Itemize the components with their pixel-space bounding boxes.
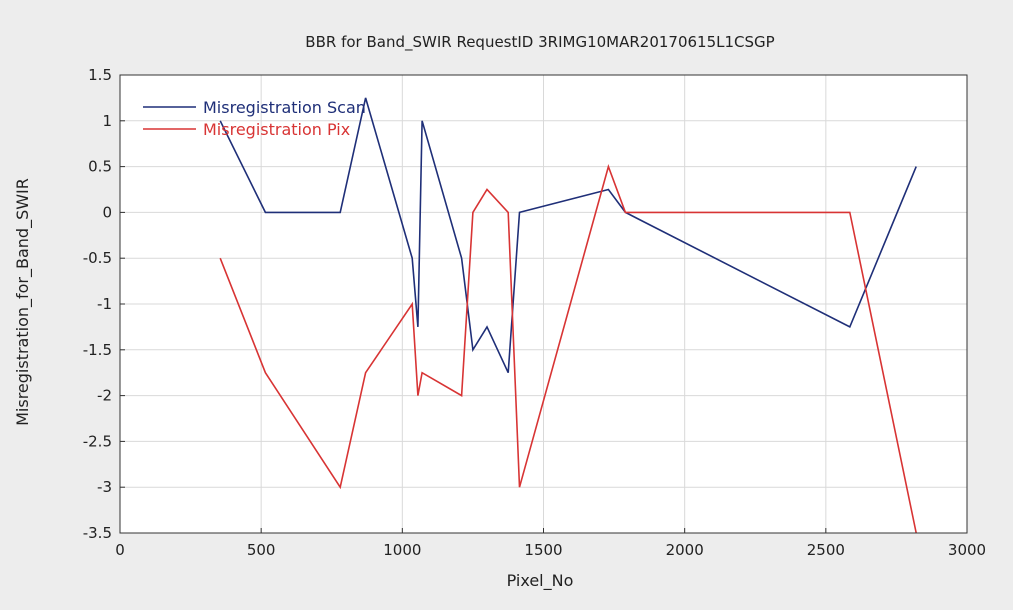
- x-axis-title: Pixel_No: [507, 571, 574, 591]
- legend-label: Misregistration Scan: [203, 98, 366, 117]
- x-tick-label: 500: [247, 541, 276, 559]
- y-tick-label: 0.5: [88, 158, 112, 176]
- x-tick-label: 3000: [948, 541, 986, 559]
- legend-label: Misregistration Pix: [203, 120, 350, 139]
- axis-ticks: 0 500 1000 1500 2000 2500 3000 1.5 1 0.5 0 -0.5 -1 -1…: [83, 66, 986, 559]
- y-tick-label: -0.5: [83, 249, 112, 267]
- x-tick-label: 1000: [383, 541, 421, 559]
- y-tick-label: 0: [102, 203, 112, 221]
- y-tick-label: 1.5: [88, 66, 112, 84]
- y-tick-label: -2.5: [83, 432, 112, 450]
- y-tick-label: -3.5: [83, 524, 112, 542]
- y-axis-title: Misregistration_for_Band_SWIR: [13, 178, 33, 426]
- series-lines: [219, 97, 917, 534]
- x-tick-label: 1500: [524, 541, 562, 559]
- series-line-pix: [219, 164, 917, 534]
- x-tick-label: 2500: [807, 541, 845, 559]
- y-tick-label: -1: [97, 295, 112, 313]
- chart-title: BBR for Band_SWIR RequestID 3RIMG10MAR20…: [305, 33, 774, 52]
- legend: Misregistration Scan Misregistration Pix: [143, 98, 366, 139]
- x-tick-label: 2000: [666, 541, 704, 559]
- y-tick-label: 1: [102, 112, 112, 130]
- y-tick-label: -1.5: [83, 341, 112, 359]
- x-tick-label: 0: [115, 541, 125, 559]
- y-tick-label: -3: [97, 478, 112, 496]
- y-tick-label: -2: [97, 387, 112, 405]
